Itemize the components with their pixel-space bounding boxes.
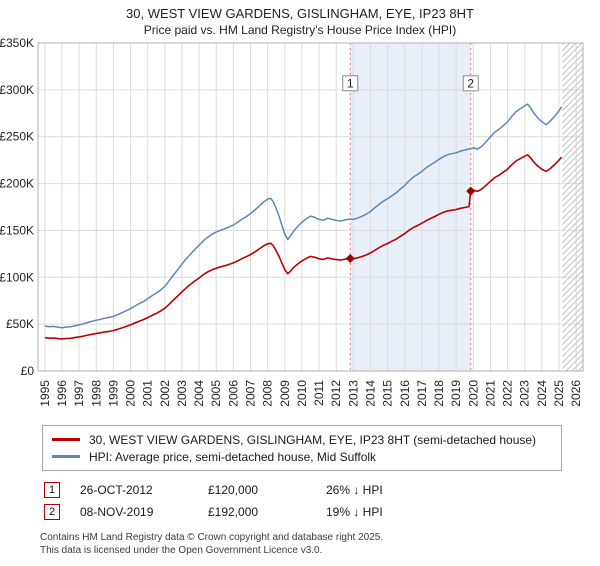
y-tick-label: £0 (21, 364, 35, 378)
x-tick-label: 2016 (398, 380, 412, 407)
x-tick-label: 2015 (381, 380, 395, 407)
x-tick-label: 2007 (244, 380, 258, 407)
x-tick-label: 2020 (466, 380, 480, 407)
x-tick-label: 2012 (329, 380, 343, 407)
legend-label-hpi: HPI: Average price, semi-detached house,… (89, 449, 377, 464)
sale-label-number-2: 2 (467, 76, 474, 90)
table-row: 2 08-NOV-2019 £192,000 19% ↓ HPI (44, 501, 600, 523)
x-tick-label: 2017 (415, 380, 429, 407)
legend-swatch-price-paid (52, 438, 80, 441)
y-tick-label: £50K (6, 317, 34, 331)
x-tick-label: 2009 (278, 380, 292, 407)
x-tick-label: 2026 (569, 380, 583, 407)
sale-hpi-delta: 19% ↓ HPI (326, 505, 383, 519)
sale-label-box-1 (342, 75, 359, 92)
license-footer: Contains HM Land Registry data © Crown c… (40, 531, 600, 557)
x-tick-label: 1996 (55, 380, 69, 407)
y-tick-label: £100K (0, 270, 34, 284)
x-tick-label: 2002 (158, 380, 172, 407)
price-history-chart: £0 £50K £100K £150K £200K £250K £300K £350K 1 2 19… (0, 37, 584, 407)
y-tick-label: £350K (0, 37, 34, 50)
sales-table: 1 26-OCT-2012 £120,000 26% ↓ HPI 2 08-NO… (44, 479, 600, 523)
sale-marker-2 (466, 186, 476, 196)
future-hatched-region (562, 43, 583, 371)
y-tick-label: £200K (0, 177, 34, 191)
x-tick-label: 2022 (501, 380, 515, 407)
sale-number-badge: 2 (44, 504, 60, 520)
y-tick-label: £150K (0, 223, 34, 237)
sale-price: £192,000 (208, 505, 259, 519)
ownership-shaded-region (350, 43, 471, 371)
footer-line-1: Contains HM Land Registry data © Crown c… (40, 532, 384, 543)
x-tick-label: 2014 (363, 380, 377, 407)
sale-date: 08-NOV-2019 (80, 505, 154, 519)
x-tick-label: 2008 (261, 380, 275, 407)
sale-label-box-2 (462, 75, 479, 92)
x-tick-label: 1999 (106, 380, 120, 407)
x-tick-label: 2013 (346, 380, 360, 407)
x-tick-label: 2019 (449, 380, 463, 407)
plot-background (38, 43, 583, 371)
sale-hpi-delta: 26% ↓ HPI (326, 483, 383, 497)
x-tick-label: 2023 (518, 380, 532, 407)
hpi-line (44, 103, 563, 329)
x-tick-label: 2006 (226, 380, 240, 407)
legend-item-price-paid: 30, WEST VIEW GARDENS, GISLINGHAM, EYE, … (52, 431, 552, 448)
x-tick-label: 1995 (38, 380, 52, 407)
legend-swatch-hpi (52, 455, 80, 458)
sale-date: 26-OCT-2012 (80, 483, 153, 497)
x-tick-label: 1998 (89, 380, 103, 407)
x-tick-label: 2004 (192, 380, 206, 407)
x-tick-label: 2024 (535, 380, 549, 407)
y-tick-label: £300K (0, 83, 34, 97)
page-title: 30, WEST VIEW GARDENS, GISLINGHAM, EYE, … (126, 6, 474, 21)
x-tick-label: 2010 (295, 380, 309, 407)
x-tick-label: 2005 (209, 380, 223, 407)
y-tick-label: £250K (0, 130, 34, 144)
chart-legend: 30, WEST VIEW GARDENS, GISLINGHAM, EYE, … (42, 425, 562, 471)
price-paid-line (44, 154, 563, 340)
footer-line-2: This data is licensed under the Open Gov… (40, 545, 323, 556)
legend-label-price-paid: 30, WEST VIEW GARDENS, GISLINGHAM, EYE, … (89, 432, 537, 447)
legend-item-hpi: HPI: Average price, semi-detached house,… (52, 448, 552, 465)
x-tick-label: 2025 (552, 380, 566, 407)
sale-number-badge: 1 (44, 482, 60, 498)
x-tick-label: 2018 (432, 380, 446, 407)
x-tick-label: 2003 (175, 380, 189, 407)
table-row: 1 26-OCT-2012 £120,000 26% ↓ HPI (44, 479, 600, 501)
sale-price: £120,000 (208, 483, 259, 497)
page-subtitle: Price paid vs. HM Land Registry's House … (143, 23, 457, 37)
x-tick-label: 2011 (312, 380, 326, 406)
x-tick-label: 1997 (72, 380, 86, 407)
plot-border (37, 42, 584, 372)
sale-label-number-1: 1 (347, 76, 354, 90)
x-tick-label: 2000 (124, 380, 138, 407)
x-tick-label: 2001 (141, 380, 155, 407)
x-tick-label: 2021 (483, 380, 497, 407)
